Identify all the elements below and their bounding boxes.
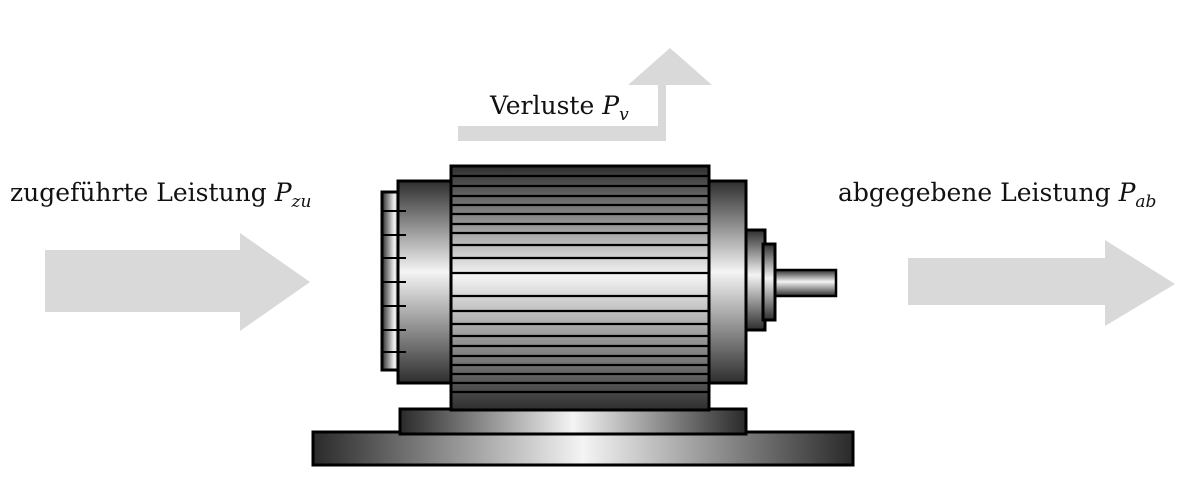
loss-power-subscript: v	[619, 105, 629, 125]
motor-bearing-inner	[761, 242, 777, 322]
input-power-text: zugeführte Leistung	[10, 178, 275, 207]
input-power-subscript: zu	[291, 192, 312, 212]
loss-power-label: Verluste Pv	[490, 91, 629, 124]
input-power-label: zugeführte Leistung Pzu	[10, 178, 311, 211]
output-power-subscript: ab	[1135, 192, 1157, 212]
motor-base-plate	[311, 430, 855, 467]
output-arrow-icon	[908, 240, 1175, 326]
input-arrow-icon	[45, 233, 310, 331]
motor-mount	[398, 407, 748, 436]
output-power-text: abgegebene Leistung	[838, 178, 1119, 207]
motor-rear-ridges	[383, 210, 406, 353]
input-power-symbol: P	[274, 178, 292, 207]
output-power-symbol: P	[1118, 178, 1136, 207]
motor-body	[449, 164, 711, 412]
motor-end-shield-left	[396, 179, 458, 385]
motor-shaft	[768, 268, 838, 298]
motor-end-shield-right	[704, 179, 748, 385]
motor-cooling-fins	[452, 174, 708, 394]
loss-arrow-icon	[458, 48, 712, 141]
loss-power-symbol: P	[602, 91, 620, 120]
output-power-label: abgegebene Leistung Pab	[838, 178, 1156, 211]
electric-motor-icon	[311, 164, 855, 467]
loss-power-text: Verluste	[490, 91, 603, 120]
